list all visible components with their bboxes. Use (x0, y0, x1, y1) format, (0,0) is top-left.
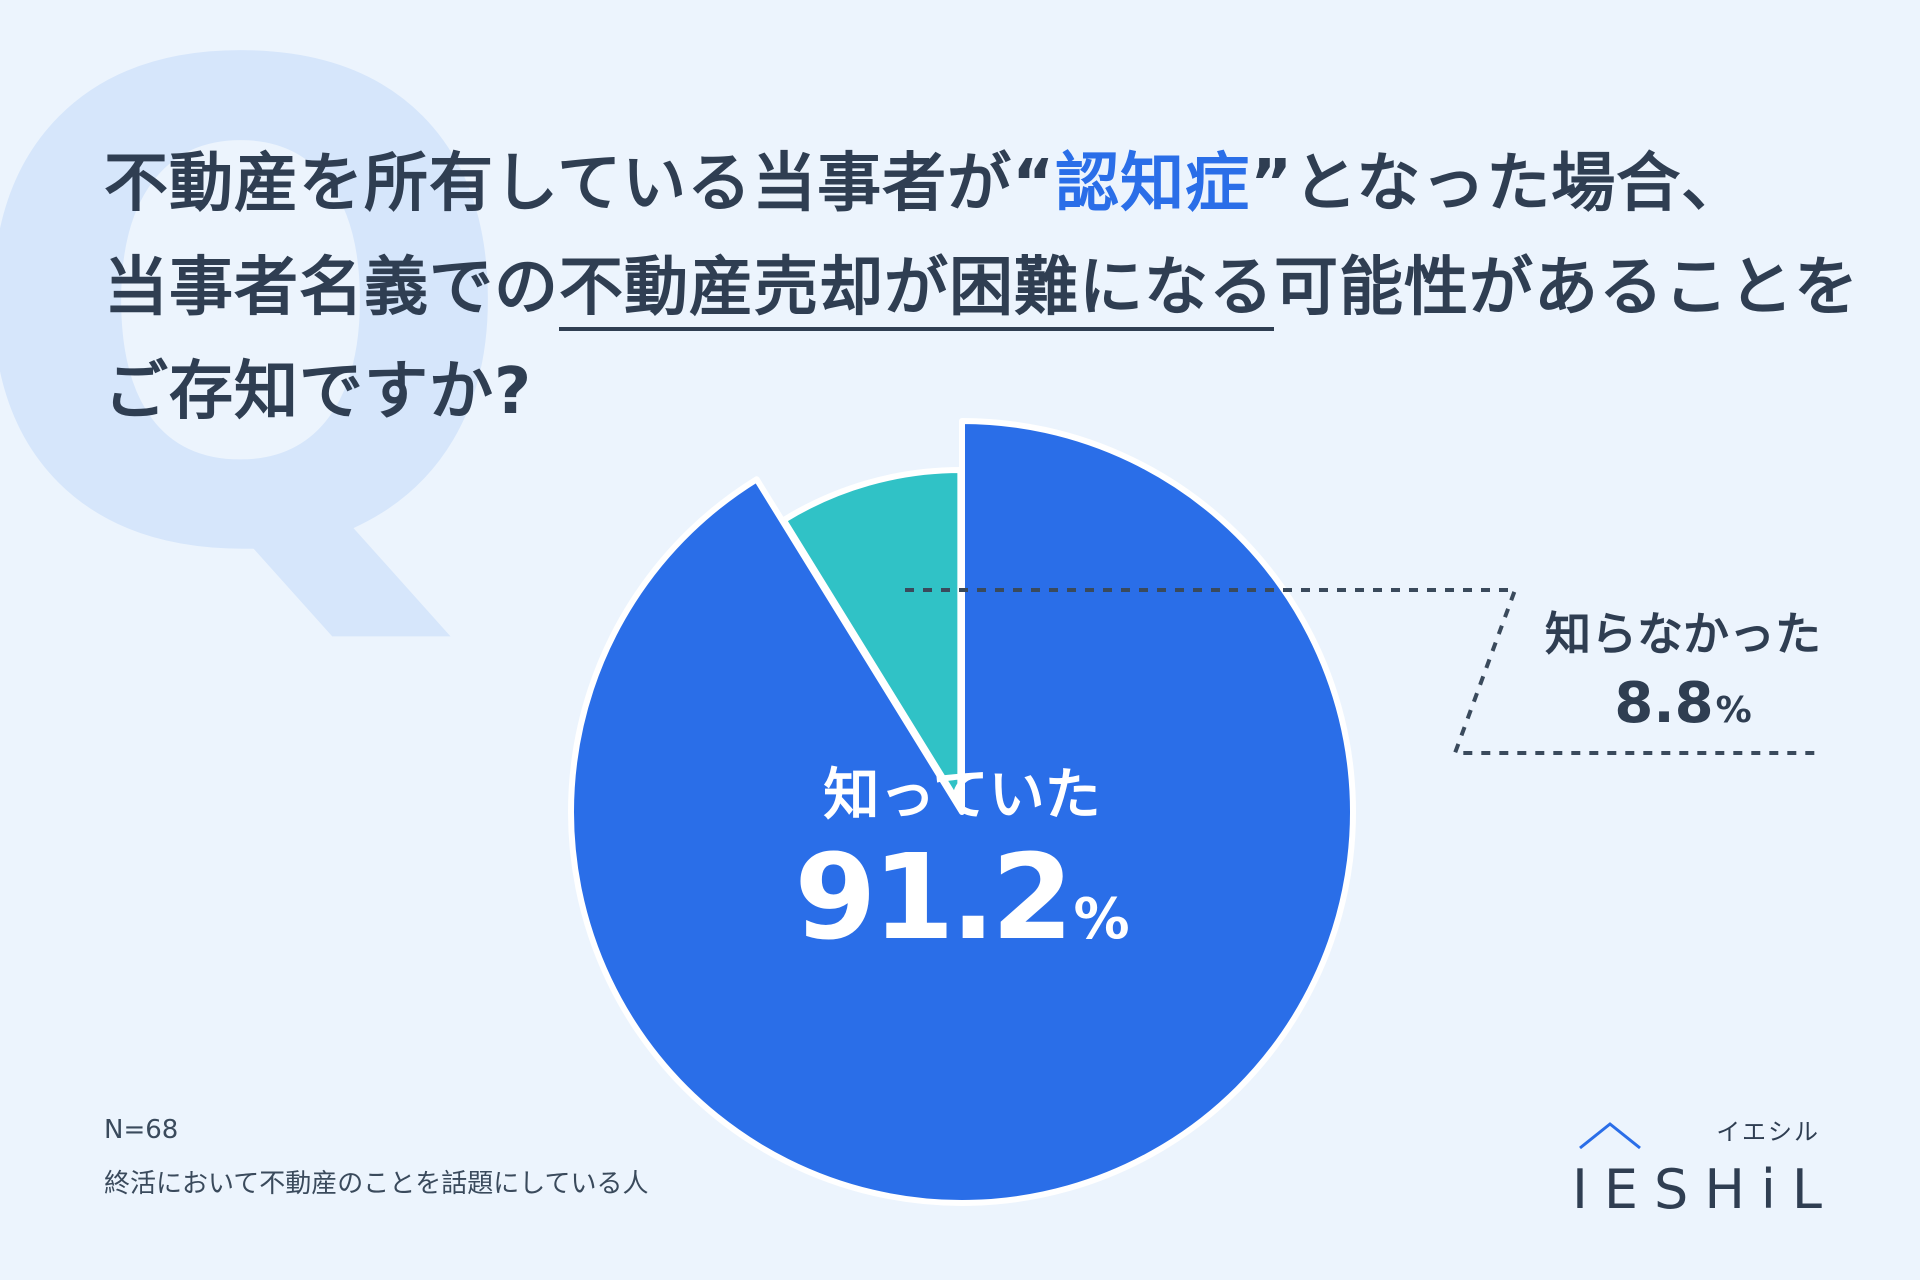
logo-kana: イエシル (1716, 1118, 1820, 1146)
sample-size-note: N=68 (104, 1115, 179, 1145)
slice-label-unknown-text: 知らなかった (1545, 607, 1821, 661)
question-title: 不動産を所有している当事者が“認知症”となった場合、 当事者名義での不動産売却が… (104, 132, 1864, 444)
known-value-number: 91.2 (794, 828, 1069, 966)
title-line-2: 当事者名義での不動産売却が困難になる可能性があることを (104, 236, 1864, 340)
title-underlined-phrase: 不動産売却が困難になる (559, 251, 1274, 331)
house-roof-icon (1579, 1122, 1641, 1150)
pie-slices (568, 418, 1356, 1206)
respondent-description: 終活において不動産のことを話題にしている人 (104, 1169, 649, 1199)
known-value-unit: % (1074, 887, 1130, 952)
ieshil-logo: イエシル IESHiL (1572, 1118, 1828, 1220)
slice-label-unknown: 知らなかった 8.8% (1545, 607, 1821, 736)
background-q-letter: Q (0, 0, 521, 680)
title-line-2-end: 可能性があることを (1274, 251, 1859, 325)
logo-wordmark: IESHiL (1572, 1158, 1828, 1220)
unknown-value-unit: % (1716, 690, 1752, 731)
title-line-1-end: ”となった場合、 (1250, 147, 1747, 221)
pie-slice-0 (568, 418, 1356, 1206)
slice-label-known: 知っていた 91.2% (794, 763, 1129, 966)
unknown-value-number: 8.8 (1614, 671, 1713, 736)
title-highlight-dementia: 認知症 (1055, 147, 1251, 221)
slice-label-known-value: 91.2% (794, 828, 1129, 966)
title-line-3: ご存知ですか? (104, 355, 533, 429)
title-line-1: 不動産を所有している当事者が“認知症”となった場合、 (104, 132, 1864, 236)
title-line-2-start: 当事者名義での (104, 251, 559, 325)
slice-label-known-text: 知っていた (823, 763, 1100, 828)
background-q-watermark: Q (0, 0, 521, 680)
pie-slice-1 (780, 466, 964, 810)
title-line-1-start: 不動産を所有している当事者が“ (104, 147, 1056, 221)
slice-label-unknown-value: 8.8% (1614, 671, 1751, 736)
